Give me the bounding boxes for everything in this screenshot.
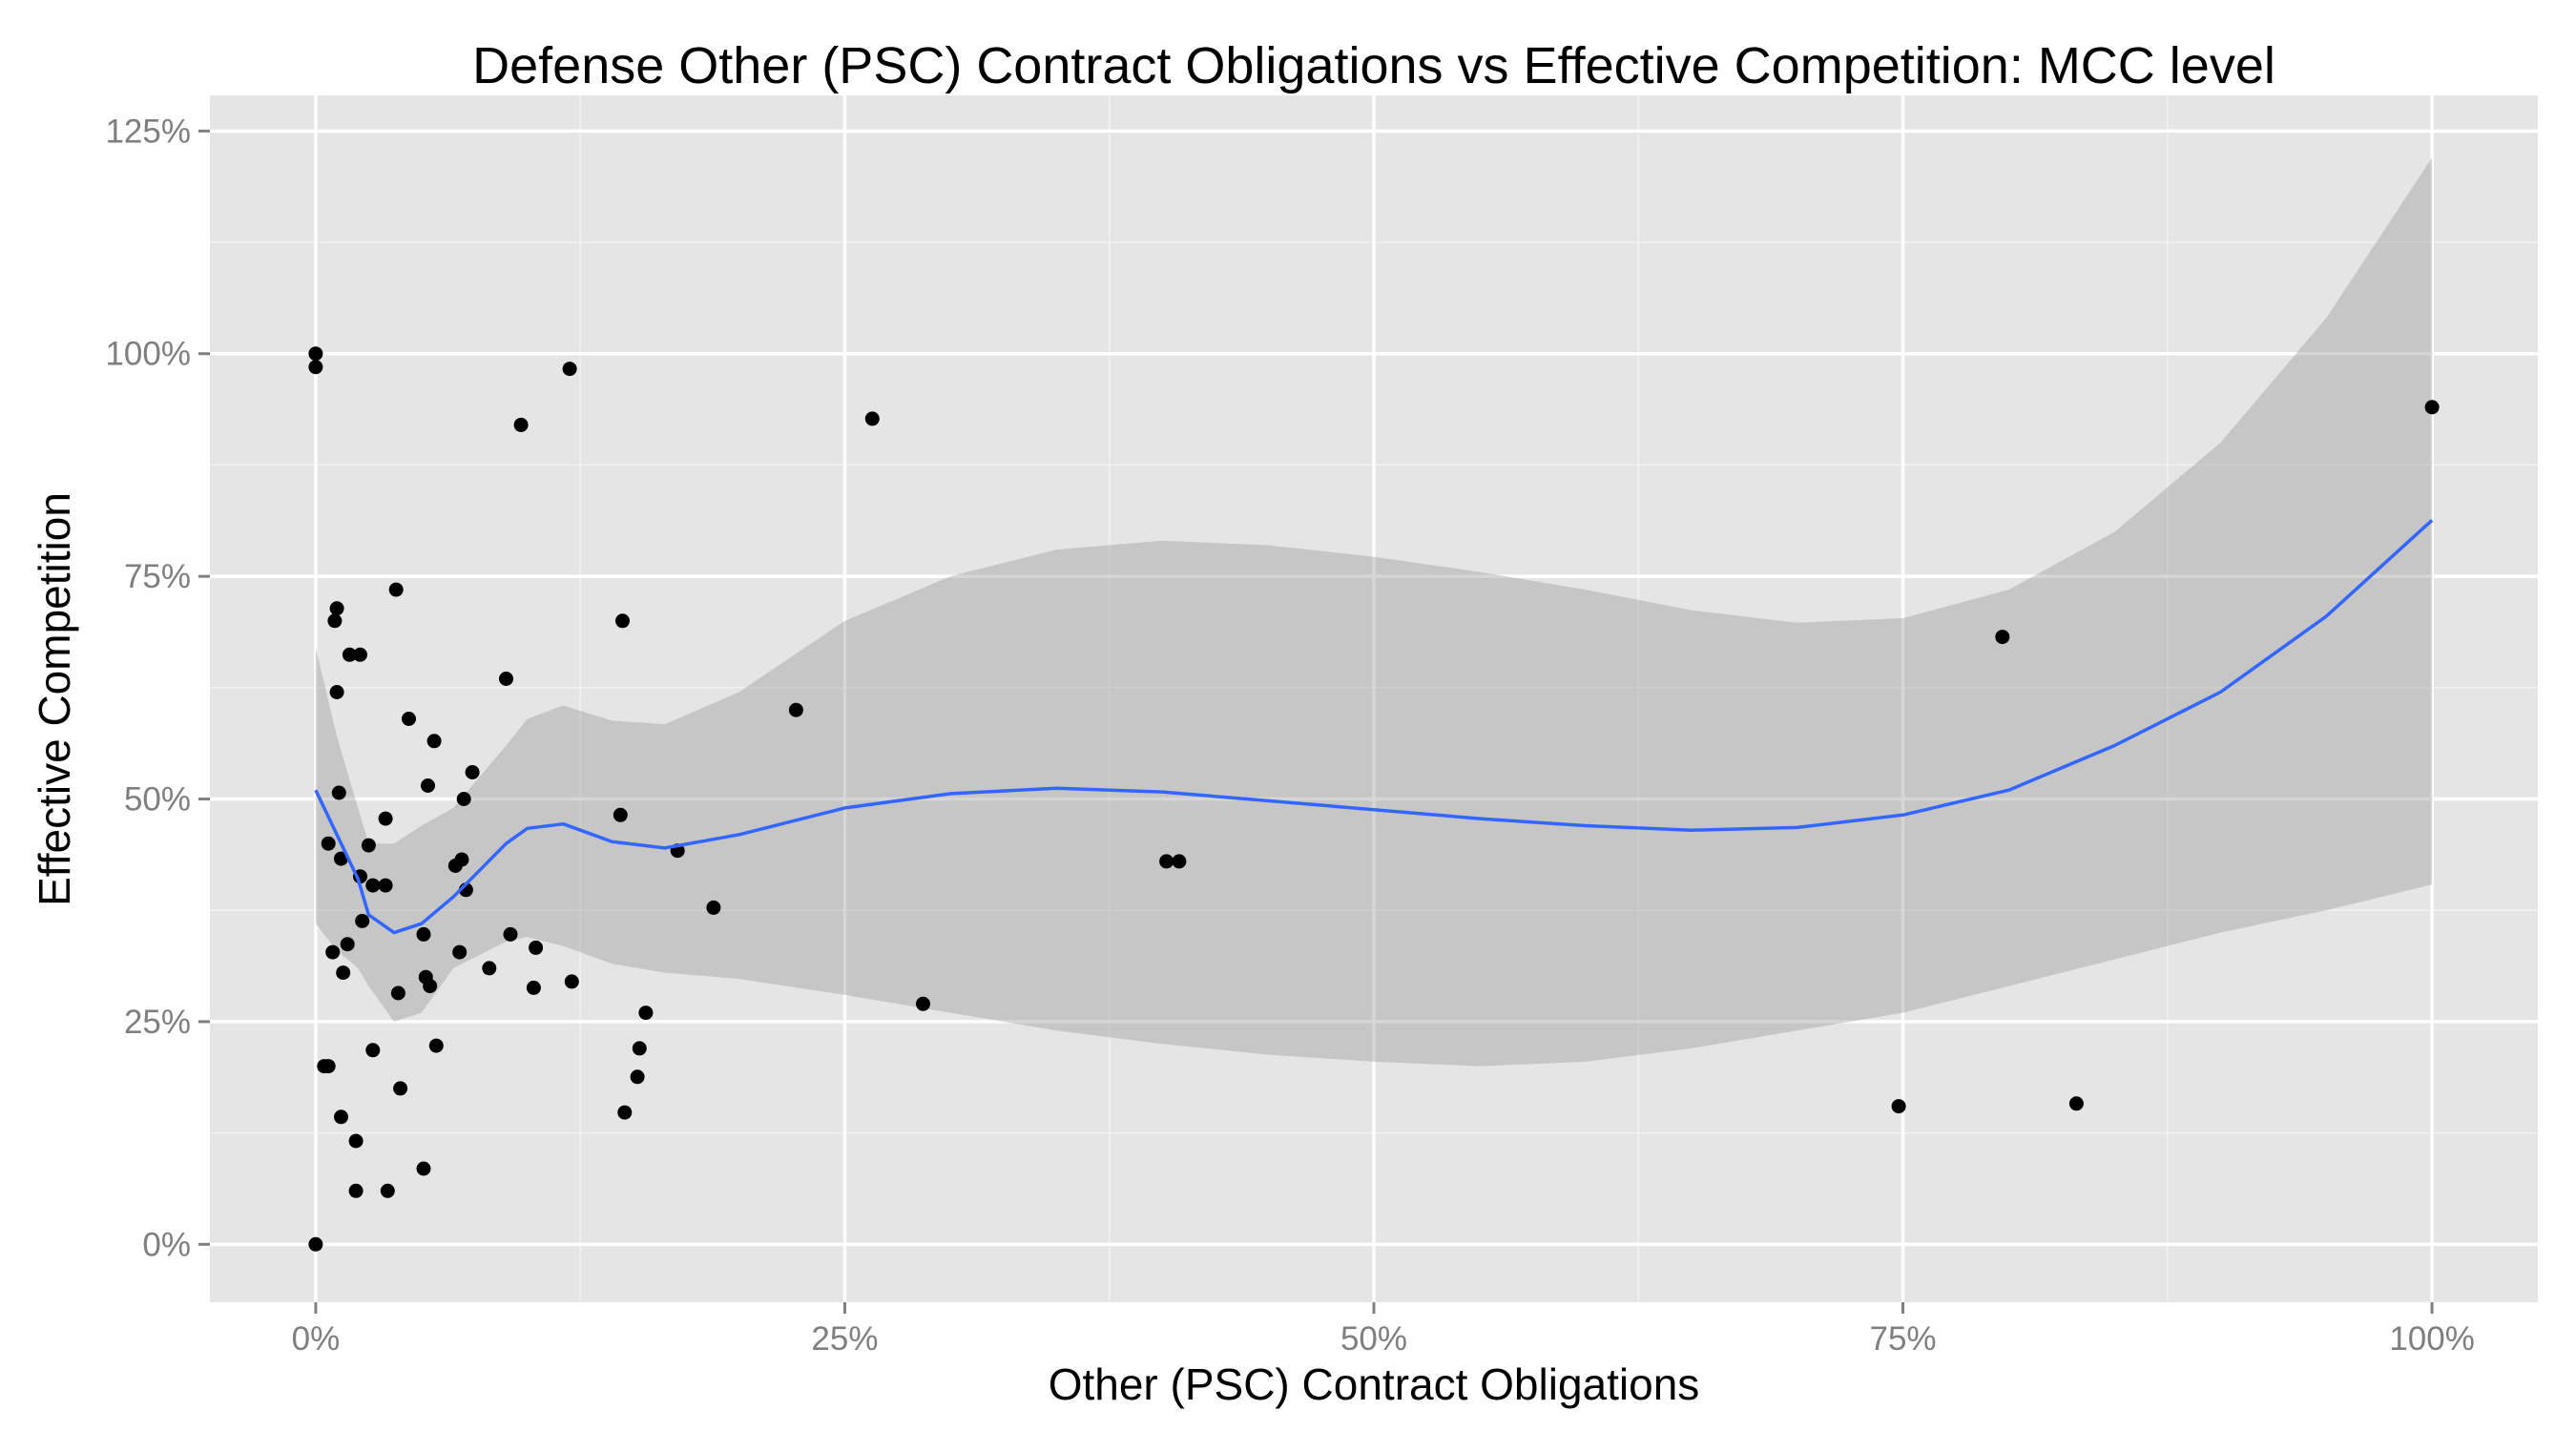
data-point xyxy=(630,1069,645,1085)
data-point xyxy=(864,411,880,426)
data-point xyxy=(562,362,577,377)
data-point xyxy=(308,346,323,362)
data-point xyxy=(348,1183,364,1198)
data-point xyxy=(499,672,513,686)
confidence-band xyxy=(315,157,2433,1067)
data-point xyxy=(428,1038,444,1053)
data-point xyxy=(342,647,357,662)
data-point xyxy=(329,685,344,699)
data-point xyxy=(513,417,529,432)
data-point xyxy=(361,838,376,853)
data-point xyxy=(321,836,336,851)
data-point xyxy=(564,974,579,989)
data-point xyxy=(916,996,930,1011)
data-point xyxy=(365,878,381,893)
y-tick-label: 75% xyxy=(124,558,191,595)
y-tick-label: 100% xyxy=(105,336,191,373)
scatter-points-layer xyxy=(308,346,2440,1252)
data-point xyxy=(340,937,355,952)
data-point xyxy=(378,811,393,826)
data-point xyxy=(353,647,367,662)
data-point xyxy=(465,765,480,779)
data-point xyxy=(416,1161,431,1176)
data-point xyxy=(638,1006,654,1021)
data-point xyxy=(390,985,405,1001)
data-point xyxy=(632,1041,647,1056)
data-point xyxy=(334,1110,348,1125)
chart-title: Defense Other (PSC) Contract Obligations… xyxy=(472,37,2275,94)
data-point xyxy=(308,360,323,375)
y-axis: 0% 25% 50% 75% 100% 125% xyxy=(105,113,210,1263)
x-tick-label: 100% xyxy=(2389,1320,2475,1358)
data-point xyxy=(1891,1099,1906,1114)
data-point xyxy=(331,785,346,800)
data-point xyxy=(1159,854,1174,869)
data-point xyxy=(452,944,467,960)
data-point xyxy=(1995,630,2010,645)
y-tick-label: 125% xyxy=(105,113,191,150)
y-tick-label: 25% xyxy=(124,1004,191,1041)
smooth-line-layer xyxy=(314,519,2434,935)
data-point xyxy=(529,940,544,955)
x-tick-label: 50% xyxy=(1340,1320,1407,1358)
data-point xyxy=(613,807,628,822)
data-point xyxy=(456,792,471,806)
data-point xyxy=(329,601,344,616)
y-tick-label: 50% xyxy=(124,781,191,819)
data-point xyxy=(503,926,518,942)
data-point xyxy=(1172,854,1187,869)
data-point xyxy=(615,613,630,629)
data-point xyxy=(2424,400,2440,415)
data-point xyxy=(327,613,343,629)
data-point xyxy=(426,734,442,749)
data-point xyxy=(421,778,435,793)
data-point xyxy=(355,913,370,928)
data-point xyxy=(402,712,416,726)
x-tick-label: 25% xyxy=(811,1320,878,1358)
y-tick-label: 0% xyxy=(142,1226,191,1263)
data-point xyxy=(2068,1096,2084,1111)
data-point xyxy=(388,582,404,597)
data-point xyxy=(788,702,803,717)
data-point xyxy=(706,900,721,915)
data-point xyxy=(526,980,541,995)
y-axis-title: Effective Competition xyxy=(30,492,79,906)
data-point xyxy=(308,1236,323,1252)
data-point xyxy=(416,926,431,942)
data-point xyxy=(380,1183,395,1198)
data-point xyxy=(321,1059,336,1074)
data-point xyxy=(334,851,348,866)
data-point xyxy=(617,1105,633,1120)
x-axis-title: Other (PSC) Contract Obligations xyxy=(1049,1359,1700,1409)
smooth-trend-line xyxy=(314,519,2434,935)
x-tick-label: 0% xyxy=(292,1320,341,1358)
data-point xyxy=(482,961,497,976)
data-point xyxy=(325,944,341,960)
data-point xyxy=(378,878,393,893)
major-gridlines xyxy=(210,95,2538,1302)
x-tick-label: 75% xyxy=(1870,1320,1937,1358)
x-axis: 0% 25% 50% 75% 100% xyxy=(292,1302,2475,1358)
data-point xyxy=(423,979,438,994)
data-point xyxy=(336,965,351,981)
data-point xyxy=(348,1133,364,1149)
data-point xyxy=(393,1081,408,1096)
data-point xyxy=(365,1043,381,1058)
data-point xyxy=(454,852,469,867)
confidence-band-layer xyxy=(315,157,2433,1067)
